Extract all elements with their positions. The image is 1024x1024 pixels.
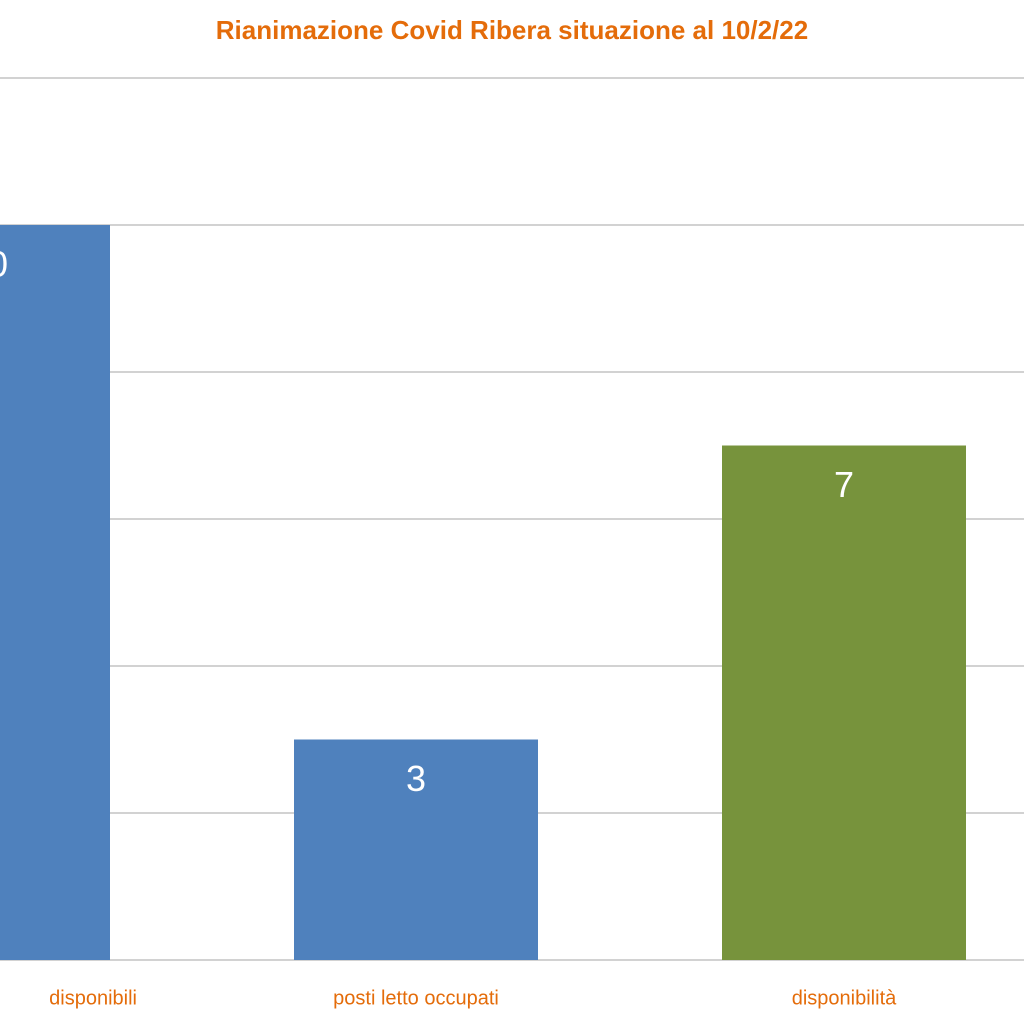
bars: 10 disponibili 3 posti letto occupati 7 dispo… bbox=[0, 225, 966, 1009]
chart-title: Rianimazione Covid Ribera situazione al … bbox=[216, 15, 808, 45]
bar bbox=[722, 445, 966, 960]
x-tick-label: posti letto occupati bbox=[333, 987, 499, 1009]
data-label: 7 bbox=[834, 464, 854, 505]
x-tick-label: disponibilità bbox=[792, 987, 897, 1009]
bar bbox=[0, 225, 110, 960]
data-label: 10 bbox=[0, 244, 8, 285]
bar bbox=[294, 739, 538, 960]
data-label: 3 bbox=[406, 758, 426, 799]
x-tick-label: disponibili bbox=[49, 987, 137, 1009]
